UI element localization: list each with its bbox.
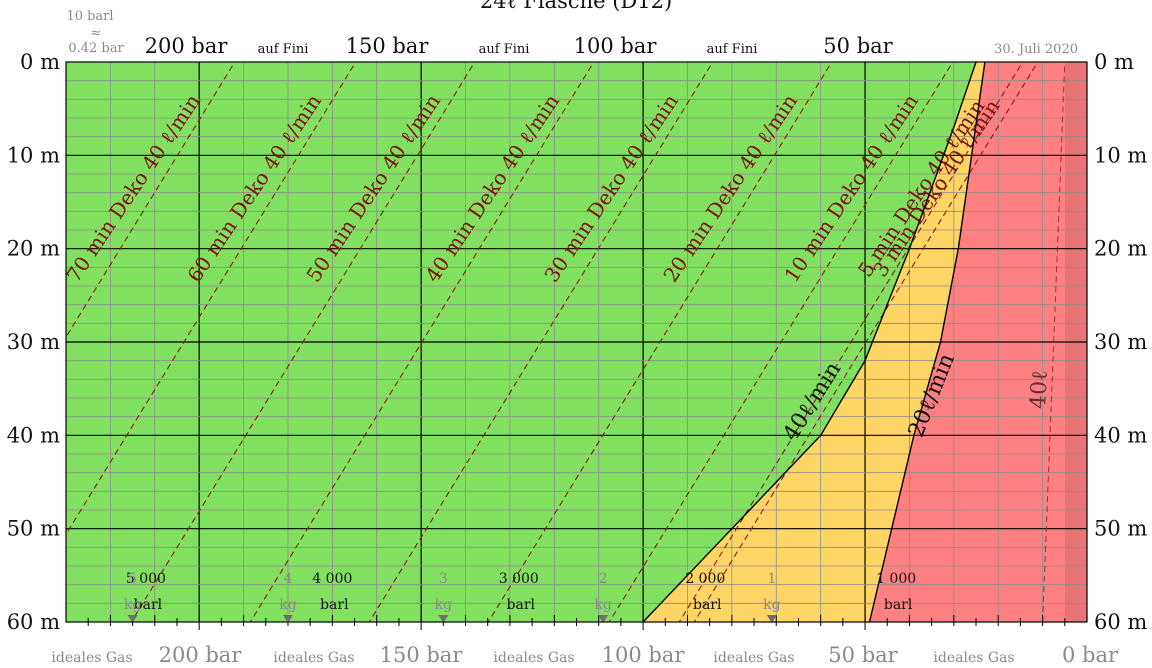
depth-label-left: 0 m bbox=[20, 50, 60, 74]
corner-approx-label: ≈ bbox=[91, 26, 102, 41]
volume-value: 3 000 bbox=[499, 571, 539, 587]
bottom-pressure-label: 50 bar bbox=[828, 643, 898, 667]
bottom-gas-label: ideales Gas bbox=[273, 650, 354, 666]
mass-value: 3 bbox=[439, 571, 448, 587]
mass-unit: kg bbox=[279, 597, 296, 613]
top-pressure-label: 150 bar bbox=[346, 34, 430, 58]
depth-label-right: 40 m bbox=[1094, 423, 1147, 447]
volume-value: 1 000 bbox=[876, 571, 916, 587]
bottom-pressure-label: 150 bar bbox=[380, 643, 464, 667]
chart-title: 24ℓ Flasche (D12) bbox=[480, 0, 672, 13]
depth-label-left: 40 m bbox=[7, 423, 60, 447]
volume-unit: barl bbox=[320, 597, 349, 613]
volume-value: 2 000 bbox=[685, 571, 725, 587]
depth-label-left: 60 m bbox=[7, 610, 60, 634]
reserve-label: 40ℓ bbox=[1026, 370, 1053, 410]
date-label: 30. Juli 2020 bbox=[994, 42, 1078, 57]
top-fini-label: auf Fini bbox=[707, 42, 758, 57]
top-pressure-label: 50 bar bbox=[823, 34, 893, 58]
bottom-pressure-label: 100 bar bbox=[602, 643, 686, 667]
top-pressure-label: 100 bar bbox=[574, 34, 658, 58]
depth-label-right: 20 m bbox=[1094, 237, 1147, 261]
depth-label-right: 30 m bbox=[1094, 330, 1147, 354]
mass-unit: kg bbox=[594, 597, 611, 613]
mass-value: 1 bbox=[767, 571, 776, 587]
depth-label-right: 50 m bbox=[1094, 517, 1147, 541]
bottom-pressure-label: 200 bar bbox=[159, 643, 243, 667]
mass-value: 2 bbox=[599, 571, 608, 587]
bottom-gas-label: ideales Gas bbox=[493, 650, 574, 666]
volume-unit: barl bbox=[693, 597, 722, 613]
mass-value: 5 bbox=[128, 571, 137, 587]
volume-unit: barl bbox=[884, 597, 913, 613]
depth-label-left: 10 m bbox=[7, 143, 60, 167]
top-fini-label: auf Fini bbox=[479, 42, 530, 57]
depth-label-right: 10 m bbox=[1094, 143, 1147, 167]
bottom-pressure-label: 0 bar bbox=[1062, 643, 1119, 667]
top-pressure-label: 200 bar bbox=[145, 34, 229, 58]
depth-label-right: 60 m bbox=[1094, 610, 1147, 634]
mass-unit: kg bbox=[763, 597, 780, 613]
bottom-gas-label: ideales Gas bbox=[933, 650, 1014, 666]
mass-unit: kg bbox=[435, 597, 452, 613]
mass-unit: kg bbox=[124, 597, 141, 613]
depth-label-left: 20 m bbox=[7, 237, 60, 261]
depth-label-left: 50 m bbox=[7, 517, 60, 541]
mass-value: 4 bbox=[283, 571, 292, 587]
bottom-gas-label: ideales Gas bbox=[51, 650, 132, 666]
corner-top-label: 10 barl bbox=[66, 9, 113, 24]
corner-bottom-label: 0.42 bar bbox=[68, 41, 124, 56]
volume-unit: barl bbox=[507, 597, 536, 613]
bottom-gas-label: ideales Gas bbox=[713, 650, 794, 666]
depth-label-left: 30 m bbox=[7, 330, 60, 354]
top-fini-label: auf Fini bbox=[258, 42, 309, 57]
depth-label-right: 0 m bbox=[1094, 50, 1134, 74]
volume-value: 4 000 bbox=[312, 571, 352, 587]
